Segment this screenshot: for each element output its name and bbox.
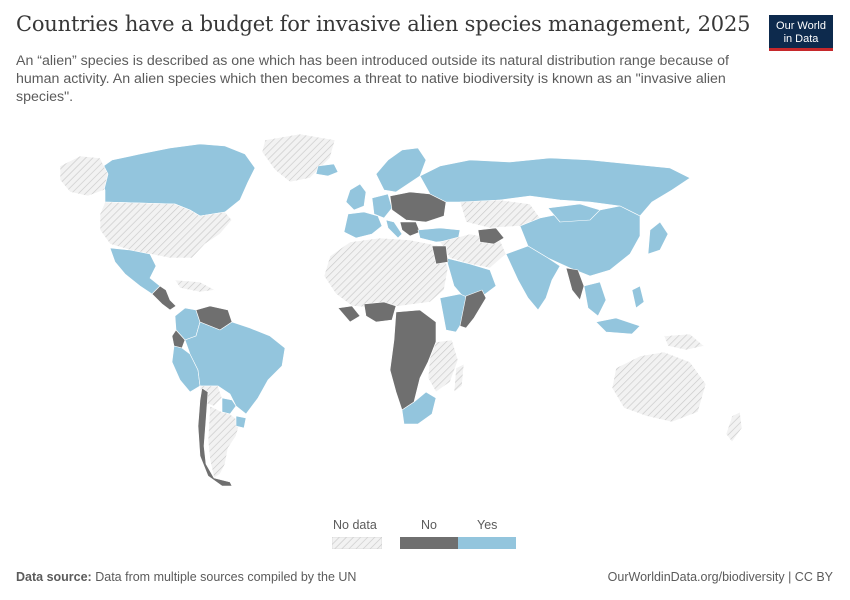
region-japan-korea[interactable] bbox=[647, 221, 669, 255]
chart-subtitle: An “alien” species is described as one w… bbox=[16, 53, 729, 105]
region-chile[interactable] bbox=[197, 387, 233, 487]
region-caribbean[interactable] bbox=[174, 279, 216, 293]
region-philippines[interactable] bbox=[631, 285, 645, 309]
region-france-spain[interactable] bbox=[343, 211, 383, 239]
region-india[interactable] bbox=[505, 245, 561, 311]
region-somalia[interactable] bbox=[459, 289, 487, 329]
region-mongolia[interactable] bbox=[547, 203, 601, 223]
region-paraguay[interactable] bbox=[221, 397, 237, 415]
region-indonesia[interactable] bbox=[595, 317, 641, 335]
region-afghanistan[interactable] bbox=[477, 227, 505, 245]
legend-label-yes: Yes bbox=[477, 518, 498, 532]
region-alaska[interactable] bbox=[59, 155, 109, 197]
legend-swatch-yes[interactable] bbox=[458, 537, 516, 549]
region-ecuador[interactable] bbox=[171, 329, 186, 349]
legend-label-no: No bbox=[421, 518, 437, 532]
region-brazil[interactable] bbox=[184, 321, 286, 415]
region-new-zealand[interactable] bbox=[725, 411, 743, 443]
region-uruguay[interactable] bbox=[235, 415, 247, 429]
region-east-africa[interactable] bbox=[427, 339, 459, 393]
data-source-label: Data source: bbox=[16, 570, 92, 584]
region-north-africa[interactable] bbox=[323, 237, 449, 309]
legend-swatch-no-data[interactable] bbox=[332, 537, 382, 549]
region-united-states[interactable] bbox=[99, 201, 233, 259]
region-central-america[interactable] bbox=[151, 285, 177, 311]
region-uk-ireland[interactable] bbox=[345, 183, 367, 211]
chart-title: Countries have a budget for invasive ali… bbox=[16, 12, 751, 36]
region-central-africa[interactable] bbox=[389, 309, 437, 411]
world-map[interactable] bbox=[0, 130, 850, 500]
region-argentina[interactable] bbox=[207, 405, 241, 479]
region-madagascar[interactable] bbox=[453, 363, 465, 393]
footer-link[interactable]: OurWorldinData.org/biodiversity | CC BY bbox=[607, 570, 833, 584]
region-iceland[interactable] bbox=[315, 163, 339, 177]
region-south-africa[interactable] bbox=[401, 391, 437, 425]
region-germany[interactable] bbox=[371, 193, 393, 219]
region-nigeria[interactable] bbox=[363, 301, 397, 323]
logo-line-1: Our World bbox=[776, 20, 826, 32]
region-west-africa-coast[interactable] bbox=[337, 305, 361, 323]
owid-logo[interactable]: Our World in Data bbox=[769, 15, 833, 51]
region-arabian-peninsula[interactable] bbox=[445, 257, 497, 301]
region-poland-ukraine[interactable] bbox=[389, 191, 447, 223]
region-myanmar[interactable] bbox=[565, 267, 585, 301]
legend: No data No Yes bbox=[328, 516, 528, 552]
legend-swatch-no[interactable] bbox=[400, 537, 458, 549]
region-mexico[interactable] bbox=[109, 247, 161, 295]
region-egypt[interactable] bbox=[431, 245, 449, 265]
region-balkans[interactable] bbox=[399, 221, 421, 237]
data-source-text[interactable]: Data from multiple sources compiled by t… bbox=[95, 570, 357, 584]
logo-line-2: in Data bbox=[783, 32, 819, 45]
region-scandinavia[interactable] bbox=[375, 147, 427, 193]
data-source: Data source: Data from multiple sources … bbox=[16, 570, 356, 584]
region-papua[interactable] bbox=[663, 333, 705, 351]
legend-label-no-data: No data bbox=[333, 518, 377, 532]
region-italy[interactable] bbox=[385, 219, 403, 239]
region-southeast-asia[interactable] bbox=[583, 281, 607, 317]
region-australia[interactable] bbox=[611, 351, 707, 423]
